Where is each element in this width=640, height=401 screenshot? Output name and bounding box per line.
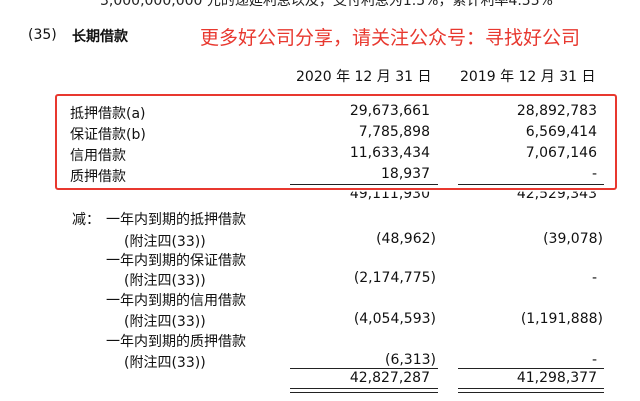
value-2020: (2,174,775): [353, 270, 436, 286]
section-number: (35): [28, 27, 57, 43]
value-2019: 6,569,414: [525, 124, 597, 140]
value-2020: (6,313): [384, 352, 436, 368]
cut-off-text-line: 3,000,000,000 元的递延利息以及，支付利息为1.5%，累计利率4.5…: [100, 0, 553, 9]
value-2019: -: [591, 352, 597, 368]
highlight-box: [55, 94, 617, 190]
watermark-banner: 更多好公司分享，请关注公众号：寻找好公司: [200, 27, 581, 49]
subtotal-rule-2019: [458, 184, 604, 185]
total-double-rule-2020: [290, 388, 438, 393]
column-header-2019: 2019 年 12 月 31 日: [460, 69, 596, 85]
value-2020: 7,785,898: [358, 124, 430, 140]
row-label: 抵押借款(a): [70, 106, 146, 122]
section-title: 长期借款: [72, 29, 128, 45]
value-2020: (48,962): [376, 231, 436, 247]
value-2020: 29,673,661: [349, 103, 430, 119]
column-header-2020: 2020 年 12 月 31 日: [296, 69, 432, 85]
deduction-note: (附注四(33)): [124, 355, 206, 371]
total-2020: 42,827,287: [349, 370, 430, 386]
value-2019: -: [591, 166, 597, 182]
value-2020: 11,633,434: [349, 145, 430, 161]
total-rule-2019: [458, 368, 604, 369]
value-2019: 28,892,783: [516, 103, 597, 119]
total-2019: 41,298,377: [516, 370, 597, 386]
row-label: 质押借款: [70, 169, 126, 185]
subtotal-2019: 42,529,343: [516, 186, 597, 202]
deduction-label: 一年内到期的质押借款: [106, 334, 246, 350]
row-label: 信用借款: [70, 148, 126, 164]
subtotal-2020: 49,111,930: [349, 186, 430, 202]
value-2020: 18,937: [381, 166, 430, 182]
value-2020: (4,054,593): [353, 311, 436, 327]
value-2019: (1,191,888): [520, 311, 603, 327]
total-rule-2020: [290, 368, 438, 369]
subtotal-rule-2020: [290, 184, 438, 185]
row-label: 保证借款(b): [70, 127, 146, 143]
deduction-label: 一年内到期的保证借款: [106, 253, 246, 269]
value-2019: 7,067,146: [525, 145, 597, 161]
deduction-note: (附注四(33)): [124, 234, 206, 250]
deduction-note: (附注四(33)): [124, 314, 206, 330]
deduction-label: 一年内到期的信用借款: [106, 293, 246, 309]
value-2019: (39,078): [543, 231, 603, 247]
value-2019: -: [591, 270, 597, 286]
total-double-rule-2019: [458, 388, 604, 393]
less-prefix: 减：: [72, 212, 100, 228]
deduction-note: (附注四(33)): [124, 273, 206, 289]
deduction-label: 一年内到期的抵押借款: [106, 212, 246, 228]
